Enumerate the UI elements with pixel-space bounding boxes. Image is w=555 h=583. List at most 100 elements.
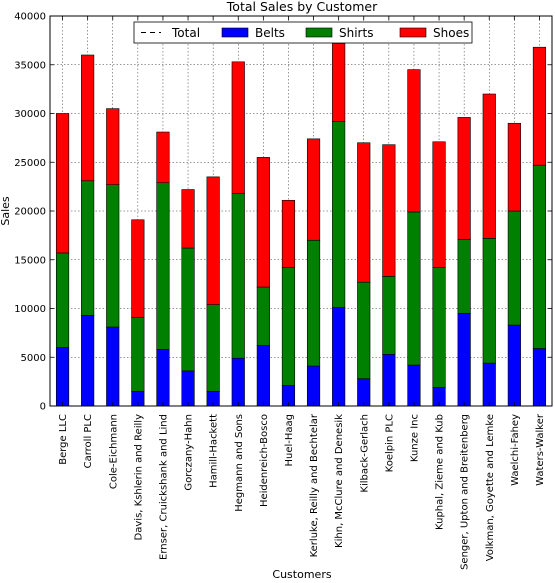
bar-shirts <box>55 252 70 348</box>
bar-belts <box>231 357 245 406</box>
bar-shoes <box>482 93 496 239</box>
bar-shoes <box>532 46 547 166</box>
bar-shirts <box>482 238 496 364</box>
bar-shoes <box>106 108 120 185</box>
legend-box <box>133 21 473 44</box>
legend-label: Shirts <box>339 26 373 40</box>
bar-shirts <box>181 247 195 372</box>
x-tick-label: Hamill-Hackett <box>209 414 220 488</box>
y-tick-label: 10000 <box>14 304 46 315</box>
x-tick-label: Davis, Kshlerin and Reilly <box>133 414 144 541</box>
bar-belts <box>532 348 547 406</box>
bar-shoes <box>55 113 70 254</box>
grid-lines <box>50 16 552 406</box>
bar-shoes <box>181 189 195 249</box>
bar-shoes <box>382 144 396 277</box>
x-tick-label: Cole-Eichmann <box>108 414 119 489</box>
x-tick-label: Kihn, McClure and Denesik <box>334 414 345 548</box>
x-tick-label: Volkman, Goyette and Lemke <box>485 414 496 561</box>
plot-frame <box>49 15 553 407</box>
bar-shoes <box>281 199 296 268</box>
bar-shoes <box>507 122 521 212</box>
bar-shirts <box>131 316 145 392</box>
bars <box>55 42 547 406</box>
y-axis-label: Sales <box>0 196 12 226</box>
bar-shirts <box>532 164 547 349</box>
chart-title: Total Sales by Customer <box>226 0 378 14</box>
bar-shoes <box>206 176 220 305</box>
bar-belts <box>81 315 95 406</box>
x-tick-label: Kerluke, Reilly and Bechtelar <box>309 413 320 557</box>
legend-swatch-shirts <box>305 27 333 38</box>
bar-shirts <box>281 267 296 386</box>
bar-belts <box>407 364 421 406</box>
x-tick-label: Huel-Haag <box>284 414 295 467</box>
x-tick-label: Kunze Inc <box>409 414 420 462</box>
x-tick-label: Berge LLC <box>58 414 69 465</box>
x-tick-label: Koelpin PLC <box>384 414 395 472</box>
y-tick-label: 25000 <box>14 158 46 169</box>
bar-shirts <box>156 182 170 350</box>
bar-shoes <box>81 54 95 182</box>
bar-shirts <box>432 267 446 388</box>
x-tick-label: Senger, Upton and Breitenberg <box>460 414 471 570</box>
x-tick-label: Waters-Walker <box>535 413 546 486</box>
legend-swatch-shoes <box>399 27 427 38</box>
ticks <box>50 15 552 407</box>
y-tick-label: 30000 <box>14 109 46 120</box>
y-tick-label: 20000 <box>14 207 46 218</box>
bar-shirts <box>256 286 270 346</box>
bar-shoes <box>432 141 446 268</box>
bar-belts <box>306 365 321 406</box>
bar-belts <box>357 378 371 406</box>
x-tick-label: Kilback-Gerlach <box>359 414 370 493</box>
bar-belts <box>507 324 521 406</box>
bar-belts <box>55 347 70 406</box>
bar-shoes <box>332 42 346 122</box>
bar-shirts <box>382 276 396 355</box>
bar-belts <box>156 349 170 406</box>
bar-shirts <box>507 210 521 326</box>
tick-labels: 0 5000 10000 15000 20000 25000 30000 35000 40000… <box>14 12 546 570</box>
bar-belts <box>181 370 195 406</box>
bar-shoes <box>457 117 471 240</box>
y-tick-label: 35000 <box>14 60 46 71</box>
x-tick-label: Carroll PLC <box>83 414 94 468</box>
bar-belts <box>382 354 396 406</box>
y-tick-label: 0 <box>40 402 46 413</box>
y-tick-label: 5000 <box>21 353 46 364</box>
bar-shirts <box>106 184 120 328</box>
bar-belts <box>482 362 496 406</box>
bar-shoes <box>131 219 145 318</box>
x-tick-label: Hegmann and Sons <box>234 414 245 512</box>
x-tick-label: Ernser, Cruickshank and Lind <box>158 414 169 560</box>
x-tick-label: Gorczany-Hahn <box>184 414 195 491</box>
bar-shoes <box>256 157 270 288</box>
bar-shoes <box>357 142 371 283</box>
bar-belts <box>457 313 471 406</box>
bar-shirts <box>332 121 346 308</box>
bar-shirts <box>306 239 321 367</box>
x-tick-label: Heidenreich-Bosco <box>259 414 270 507</box>
bar-belts <box>332 307 346 406</box>
bar-shoes <box>306 138 321 241</box>
bar-shoes <box>231 61 245 194</box>
bar-shirts <box>407 211 421 366</box>
bar-shirts <box>357 281 371 379</box>
legend-label: Belts <box>255 26 285 40</box>
bar-belts <box>256 345 270 406</box>
bar-shoes <box>156 131 170 184</box>
bar-shirts <box>81 180 95 316</box>
y-tick-label: 15000 <box>14 255 46 266</box>
legend-swatch-belts <box>221 27 249 38</box>
x-axis-label: Customers <box>272 568 331 578</box>
bar-shirts <box>457 238 471 314</box>
legend-label: Total <box>171 26 200 40</box>
bar-shoes <box>407 69 421 213</box>
y-tick-label: 40000 <box>14 12 46 23</box>
bar-shirts <box>206 304 220 392</box>
bar-shirts <box>231 193 245 359</box>
x-tick-label: Waelchi-Fahey <box>510 414 521 486</box>
